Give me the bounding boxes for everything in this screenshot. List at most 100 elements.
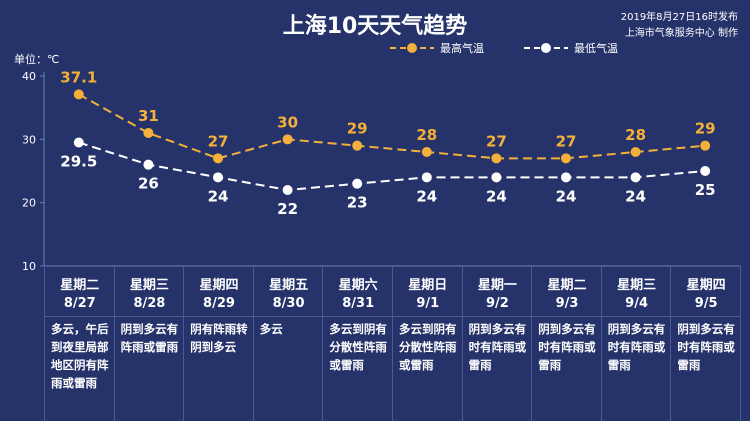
data-label: 30 (277, 113, 298, 131)
day-weekday: 星期二 (547, 278, 587, 293)
day-column: 星期三 9/4 阴到多云有时有阵雨或雷雨 (600, 266, 672, 421)
data-point (700, 166, 711, 176)
day-date: 8/27 (63, 296, 96, 311)
publisher: 上海市气象服务中心 制作 (624, 28, 738, 39)
y-tick-label: 40 (22, 70, 36, 83)
y-tick-label: 10 (22, 260, 36, 273)
data-point (630, 147, 641, 157)
data-label: 26 (138, 175, 159, 193)
day-date: 8/28 (133, 296, 166, 311)
data-point (421, 172, 432, 183)
data-label: 24 (208, 187, 229, 205)
data-label: 28 (625, 126, 646, 144)
day-date: 8/31 (342, 296, 375, 311)
y-tick-label: 20 (22, 197, 36, 210)
data-label: 29 (695, 120, 716, 138)
data-point (143, 128, 154, 138)
day-description: 多云，午后到夜里局部地区阴有阵雨或雷雨 (51, 322, 109, 390)
day-date: 8/30 (272, 296, 305, 311)
day-description: 多云到阴有分散性阵雨或雷雨 (329, 322, 387, 372)
legend-item-low: 最低气温 (524, 40, 618, 56)
legend-swatch-low (524, 43, 568, 53)
day-weekday: 星期五 (269, 278, 309, 293)
data-label: 24 (625, 187, 646, 205)
day-column: 星期五 8/30 多云 (252, 266, 324, 421)
data-label: 37.1 (60, 68, 97, 86)
day-description: 阴到多云有时有阵雨或雷雨 (677, 322, 735, 372)
data-label: 25 (695, 181, 716, 199)
data-label: 28 (416, 126, 437, 144)
data-point (561, 153, 571, 164)
data-label: 24 (556, 187, 577, 205)
data-label: 29.5 (60, 153, 97, 171)
data-point (213, 172, 223, 183)
chart-title: 上海10天天气趋势 (282, 14, 468, 39)
data-point (491, 172, 502, 183)
data-point (73, 137, 84, 148)
day-date: 9/2 (485, 296, 509, 311)
day-weekday: 星期四 (686, 278, 726, 293)
data-point (630, 172, 641, 183)
day-column: 星期四 8/29 阴有阵雨转阴到多云 (183, 266, 254, 421)
data-label: 24 (486, 187, 507, 205)
y-tick-label: 30 (22, 133, 36, 146)
legend-swatch-high (390, 43, 434, 53)
legend-label-low: 最低气温 (574, 42, 618, 55)
day-column-edge (740, 266, 741, 421)
day-column: 星期二 8/27 多云，午后到夜里局部地区阴有阵雨或雷雨 (44, 266, 115, 421)
data-label: 27 (556, 132, 577, 150)
data-point (352, 178, 363, 189)
day-date: 9/4 (625, 296, 649, 311)
data-label: 22 (277, 200, 298, 218)
day-column: 星期日 9/1 多云到阴有分散性阵雨或雷雨 (392, 266, 463, 421)
day-column: 星期四 9/5 阴到多云有时有阵雨或雷雨 (670, 266, 741, 421)
day-weekday: 星期三 (129, 278, 169, 293)
day-description: 阴有阵雨转阴到多云 (190, 322, 248, 354)
unit-label: 单位：℃ (14, 53, 60, 66)
day-column: 星期六 8/31 多云到阴有分散性阵雨或雷雨 (322, 266, 393, 421)
data-label: 23 (347, 194, 368, 212)
day-column: 星期二 9/3 阴到多云有时有阵雨或雷雨 (531, 266, 602, 421)
publish-info: 2019年8月27日16时发布 上海市气象服务中心 制作 (621, 10, 738, 42)
data-point (73, 89, 84, 100)
data-point (491, 153, 502, 164)
day-weekday: 星期六 (338, 278, 378, 293)
day-date: 8/29 (203, 296, 235, 311)
data-point (282, 185, 293, 195)
day-description: 阴到多云有时有阵雨或雷雨 (607, 322, 666, 372)
day-date: 9/3 (555, 296, 579, 311)
day-description: 多云 (259, 322, 283, 336)
data-label: 31 (138, 107, 159, 125)
day-weekday: 星期二 (60, 278, 100, 293)
day-weekday: 星期日 (408, 278, 448, 293)
day-description: 阴到多云有阵雨或雷雨 (120, 322, 179, 354)
day-description: 阴到多云有时有阵雨或雷雨 (538, 322, 596, 372)
data-point (282, 134, 293, 145)
data-label: 24 (416, 187, 437, 205)
day-column: 星期三 8/28 阴到多云有阵雨或雷雨 (113, 266, 185, 421)
data-label: 27 (208, 132, 229, 150)
data-point (213, 153, 223, 164)
day-date: 9/1 (416, 296, 440, 311)
series-line-high (78, 93, 706, 160)
day-description: 阴到多云有时有阵雨或雷雨 (468, 322, 527, 372)
publish-time: 2019年8月27日16时发布 (620, 12, 738, 23)
table-row-separator (44, 316, 740, 317)
data-point (561, 172, 571, 183)
day-weekday: 星期一 (477, 278, 517, 293)
data-point (421, 147, 432, 157)
legend-label-high: 最高气温 (440, 42, 484, 55)
data-label: 29 (347, 120, 368, 138)
day-weekday: 星期三 (617, 278, 657, 293)
data-point (700, 140, 711, 151)
data-point (352, 140, 363, 151)
day-description: 多云到阴有分散性阵雨或雷雨 (399, 322, 457, 372)
legend-item-high: 最高气温 (390, 40, 484, 56)
day-date: 9/5 (694, 296, 718, 311)
data-point (143, 159, 154, 170)
day-weekday: 星期四 (199, 278, 239, 293)
legend: 最高气温 最低气温 (390, 40, 618, 56)
day-column: 星期一 9/2 阴到多云有时有阵雨或雷雨 (461, 266, 533, 421)
data-label: 27 (486, 132, 507, 150)
